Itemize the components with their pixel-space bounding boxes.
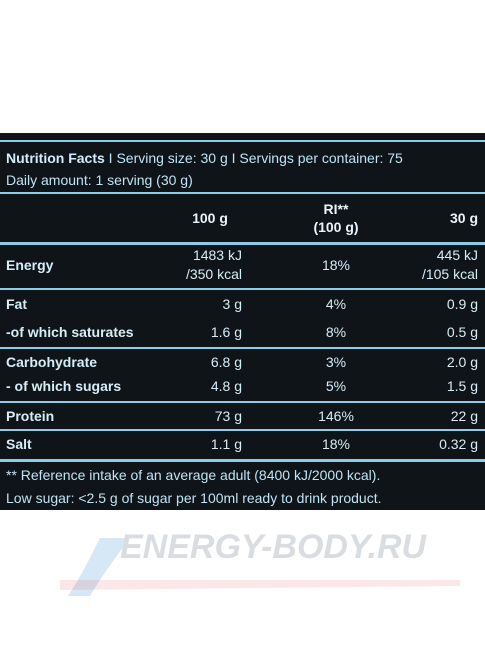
row-saturates-100g: 1.6 g <box>210 324 242 340</box>
row-fat-30g: 0.9 g <box>446 296 478 312</box>
row-carbohydrate-30g: 2.0 g <box>446 354 478 370</box>
row-energy-label: Energy <box>6 257 54 273</box>
fat-rule <box>0 347 485 349</box>
row-energy-100g-kj: 1483 kJ <box>192 247 242 263</box>
row-salt-100g: 1.1 g <box>210 436 242 452</box>
row-energy-30g-kcal: /105 kcal <box>421 266 478 282</box>
row-salt-30g: 0.32 g <box>439 436 478 452</box>
protein-rule <box>0 429 485 431</box>
energy-rule <box>0 288 485 290</box>
nutrition-panel: Nutrition Facts I Serving size: 30 g I S… <box>0 133 485 510</box>
row-energy-30g-kj: 445 kJ <box>436 247 478 263</box>
col-ri-header-line2: (100 g) <box>313 219 359 235</box>
watermark-text: ENERGY-BODY.RU <box>120 528 427 566</box>
row-sugars-30g: 1.5 g <box>446 378 478 394</box>
row-sugars-ri: 5% <box>325 378 347 394</box>
col-30g-header: 30 g <box>449 210 478 226</box>
energy-body-watermark: ENERGY-BODY.RU <box>60 528 460 596</box>
reference-note: ** Reference intake of an average adult … <box>6 467 381 483</box>
serving-info: I Serving size: 30 g I Servings per cont… <box>108 150 403 166</box>
row-sugars-100g: 4.8 g <box>210 378 242 394</box>
watermark-blue-swoosh-icon <box>68 538 130 596</box>
salt-rule <box>0 459 485 462</box>
nutrition-title: Nutrition Facts <box>6 150 105 166</box>
row-sugars-label: - of which sugars <box>6 378 122 394</box>
row-salt-ri: 18% <box>321 436 351 452</box>
row-saturates-label: -of which saturates <box>6 324 134 340</box>
daily-amount: Daily amount: 1 serving (30 g) <box>6 172 193 188</box>
row-saturates-30g: 0.5 g <box>446 324 478 340</box>
carb-rule <box>0 401 485 403</box>
column-header-rule <box>0 242 485 245</box>
row-fat-ri: 4% <box>325 296 347 312</box>
row-salt-label: Salt <box>6 436 32 452</box>
row-energy-ri: 18% <box>321 257 351 273</box>
top-rule <box>0 140 485 142</box>
row-fat-100g: 3 g <box>222 296 242 312</box>
row-carbohydrate-100g: 6.8 g <box>210 354 242 370</box>
low-sugar-note: Low sugar: <2.5 g of sugar per 100ml rea… <box>6 490 382 506</box>
col-100g-header: 100 g <box>192 210 228 226</box>
row-protein-ri: 146% <box>318 408 354 424</box>
header-line-1: Nutrition Facts I Serving size: 30 g I S… <box>6 150 403 166</box>
row-saturates-ri: 8% <box>325 324 347 340</box>
row-energy-100g-kcal: /350 kcal <box>185 266 242 282</box>
row-protein-100g: 73 g <box>214 408 242 424</box>
row-carbohydrate-label: Carbohydrate <box>6 354 98 370</box>
row-protein-30g: 22 g <box>450 408 478 424</box>
row-carbohydrate-ri: 3% <box>325 354 347 370</box>
col-ri-header-line1: RI** <box>323 201 349 217</box>
row-fat-label: Fat <box>6 296 27 312</box>
watermark-red-stripe-icon <box>60 580 460 590</box>
header-rule <box>0 192 485 194</box>
row-protein-label: Protein <box>6 408 55 424</box>
